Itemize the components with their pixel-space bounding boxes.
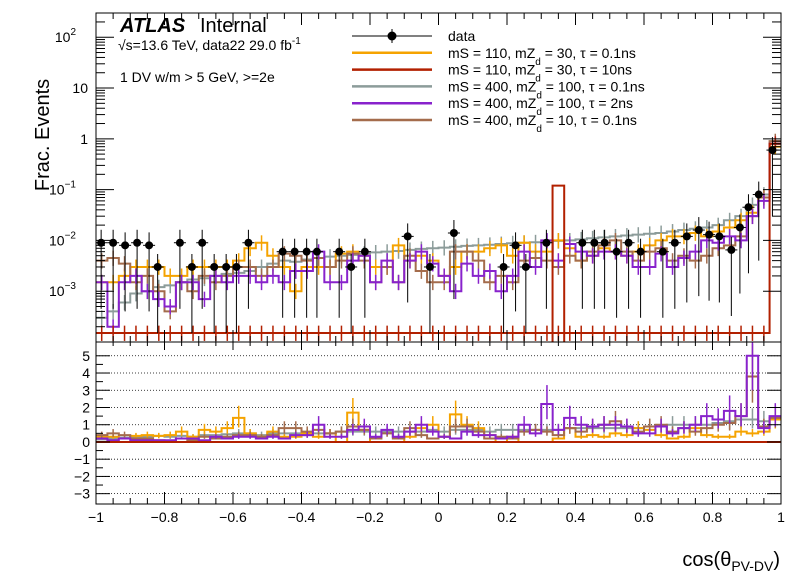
- data-point: [744, 203, 753, 212]
- x-tick-label: −0.2: [356, 509, 384, 525]
- data-point: [735, 223, 744, 232]
- series-s4-line: [96, 142, 781, 328]
- y-tick-label: 102: [55, 27, 77, 45]
- data-point: [121, 241, 130, 250]
- ratio-s4-line: [96, 354, 781, 442]
- data-point: [312, 247, 321, 256]
- data-point: [335, 247, 344, 256]
- ratio-y-tick-label: −2: [74, 468, 90, 484]
- legend-label: mS = 110, mZd = 30, τ = 10ns: [448, 62, 632, 85]
- ratio-y-tick-label: 4: [82, 365, 90, 381]
- ratio-s4: [96, 342, 781, 442]
- data-point: [682, 232, 691, 241]
- ratio-y-tick-label: −3: [74, 486, 90, 502]
- data-point: [499, 262, 508, 271]
- main-series-layer: [96, 133, 781, 342]
- x-tick-label: 0.2: [497, 509, 517, 525]
- y-axis-label: Frac. Events: [32, 79, 54, 191]
- data-points-layer: [96, 137, 779, 334]
- legend-item-data: data: [352, 28, 475, 44]
- data-point: [210, 262, 219, 271]
- legend-item-s3: mS = 400, mZd = 100, τ = 0.1ns: [352, 78, 645, 101]
- legend-label: mS = 400, mZd = 100, τ = 2ns: [448, 95, 633, 118]
- ratio-y-tick-label: 0: [82, 434, 90, 450]
- legend-label: mS = 110, mZd = 30, τ = 0.1ns: [448, 45, 636, 68]
- y-tick-label: 10: [72, 80, 88, 96]
- data-point: [187, 262, 196, 271]
- data-point: [705, 230, 714, 239]
- data-point: [403, 232, 412, 241]
- legend-marker-point: [387, 31, 397, 41]
- legend-item-s2: mS = 110, mZd = 30, τ = 10ns: [352, 62, 632, 85]
- data-point: [198, 238, 207, 247]
- data-point: [578, 238, 587, 247]
- x-tick-label: 0: [435, 509, 443, 525]
- ratio-y-tick-label: 5: [82, 348, 90, 364]
- data-point: [694, 226, 703, 235]
- legend-label: mS = 400, mZd = 100, τ = 0.1ns: [448, 78, 645, 101]
- series-s2: [96, 136, 781, 341]
- data-point: [232, 262, 241, 271]
- data-point: [244, 238, 253, 247]
- ratio-frame: [95, 341, 782, 505]
- data-point: [600, 238, 609, 247]
- x-tick-label: −0.6: [219, 509, 247, 525]
- ratio-y-tick-label: 1: [82, 417, 90, 433]
- legend-item-s5: mS = 400, mZd = 10, τ = 0.1ns: [352, 112, 637, 135]
- data-point: [175, 238, 184, 247]
- data-point: [153, 262, 162, 271]
- data-point: [222, 262, 231, 271]
- data-point: [715, 232, 724, 241]
- x-tick-label: 0.6: [634, 509, 654, 525]
- series-s2-line: [96, 142, 781, 335]
- data-point: [658, 247, 667, 256]
- data-point: [133, 238, 142, 247]
- data-point: [542, 238, 551, 247]
- data-point: [347, 262, 356, 271]
- data-point: [754, 190, 763, 199]
- x-tick-label: −1: [88, 509, 104, 525]
- y-tick-label: 10−2: [49, 230, 76, 248]
- legend-item-s1: mS = 110, mZd = 30, τ = 0.1ns: [352, 45, 636, 68]
- ratio-series-layer: [96, 342, 781, 443]
- selection-label: 1 DV w/m > 5 GeV, >=2e: [120, 69, 275, 85]
- ratio-y-tick-label: −1: [74, 451, 90, 467]
- data-point: [360, 247, 369, 256]
- x-tick-label: 0.4: [566, 509, 586, 525]
- data-point: [145, 241, 154, 250]
- y-tick-label: 1: [80, 131, 88, 147]
- atlas-status: Internal: [200, 15, 267, 37]
- data-point: [290, 247, 299, 256]
- ratio-y-tick-label: 2: [82, 399, 90, 415]
- data-point: [590, 238, 599, 247]
- legend-label: data: [448, 28, 475, 44]
- ratio-y-tick-label: 3: [82, 382, 90, 398]
- y-tick-label: 10−1: [49, 180, 76, 198]
- data-point: [727, 245, 736, 254]
- legend-label: mS = 400, mZd = 10, τ = 0.1ns: [448, 112, 637, 135]
- data-point: [521, 262, 530, 271]
- atlas-label: ATLAS: [119, 15, 186, 37]
- data-point: [612, 247, 621, 256]
- data-point: [449, 228, 458, 237]
- legend-item-s4: mS = 400, mZd = 100, τ = 2ns: [352, 95, 633, 118]
- x-tick-label: 0.8: [703, 509, 723, 525]
- axes-layer: −1 −0.8 −0.6 −0.4 −0.2 0 0.2 0.4 0.6 0.8 110−310−2…: [49, 12, 785, 525]
- data-point: [302, 247, 311, 256]
- x-tick-label: −0.4: [288, 509, 316, 525]
- data-point: [624, 238, 633, 247]
- x-tick-label: 1: [777, 509, 785, 525]
- energy-label: √s=13.6 TeV, data22 29.0 fb-1: [118, 36, 301, 53]
- x-tick-label: −0.8: [151, 509, 179, 525]
- y-tick-label: 10−3: [49, 281, 76, 299]
- data-point: [670, 238, 679, 247]
- data-point: [636, 247, 645, 256]
- data-point: [278, 247, 287, 256]
- data-point: [511, 241, 520, 250]
- x-axis-label: cos(θPV-DV): [682, 549, 780, 572]
- data-point: [425, 262, 434, 271]
- series-s2-peak: [551, 184, 566, 342]
